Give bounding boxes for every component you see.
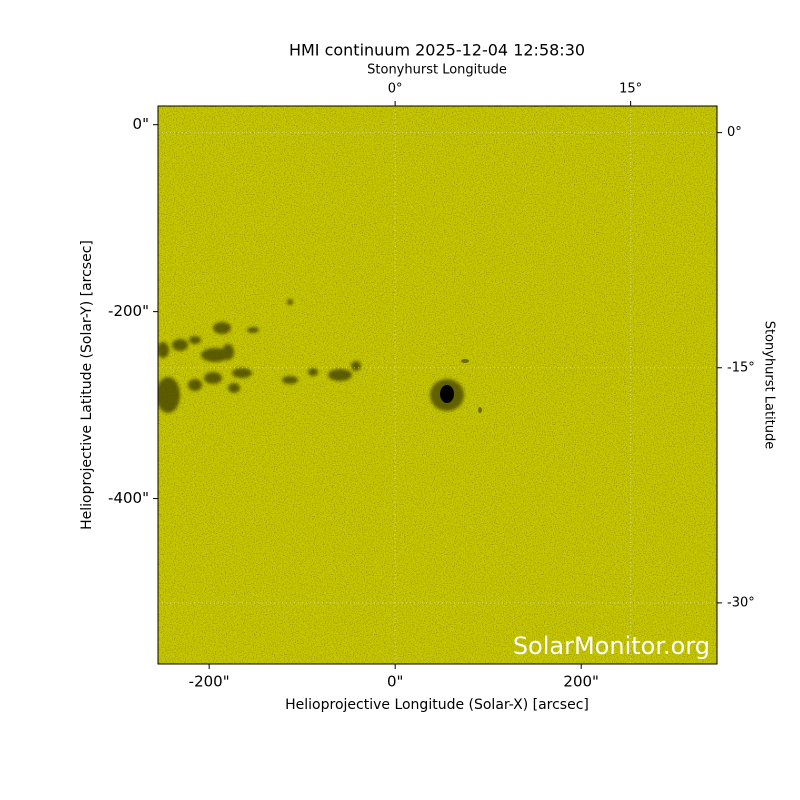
sunspot [430, 359, 482, 413]
y-axis-label: Helioprojective Latitude (Solar-Y) [arcs… [79, 240, 95, 530]
x-tick-label: 200" [563, 673, 599, 691]
y2-tick-label: -30° [727, 595, 755, 610]
x2-axis-label: Stonyhurst Longitude [367, 63, 507, 78]
y-tick-label: -400" [108, 489, 149, 507]
plot-frame [157, 105, 718, 665]
y2-tick-label: -15° [727, 360, 755, 375]
y2-axis-label: Stonyhurst Latitude [762, 321, 777, 450]
y-tick-label: 0" [133, 115, 149, 133]
x2-tick-label: 0° [388, 82, 403, 97]
y-tick-label: -200" [108, 302, 149, 320]
grid [158, 106, 717, 664]
x2-tick-label: 15° [619, 82, 642, 97]
watermark: SolarMonitor.org [513, 632, 710, 660]
y2-tick-label: 0° [727, 125, 742, 140]
plage-group [158, 299, 361, 413]
x-axis-label: Helioprojective Longitude (Solar-X) [arc… [285, 697, 589, 713]
x-tick-label: -200" [189, 673, 230, 691]
chart-title: HMI continuum 2025-12-04 12:58:30 [289, 41, 585, 60]
solar-image [158, 106, 717, 664]
x-tick-label: 0" [387, 673, 403, 691]
